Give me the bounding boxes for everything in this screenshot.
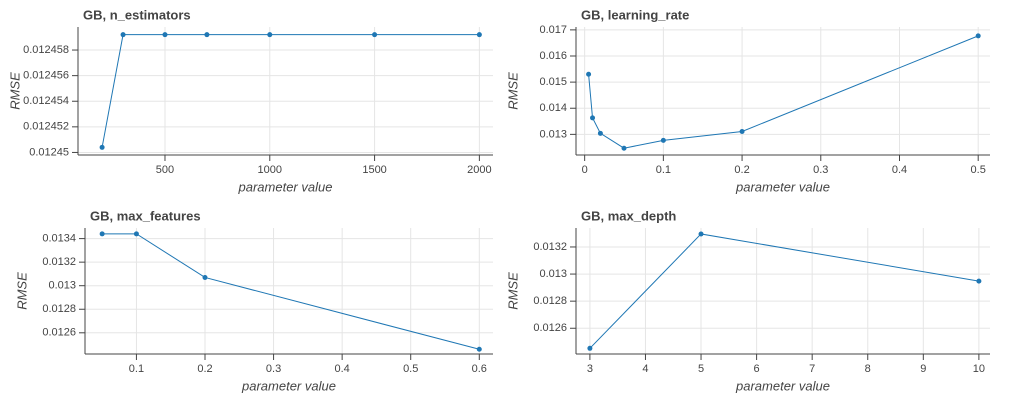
y-tick-label: 0.0134 bbox=[42, 233, 76, 245]
y-tick-label: 0.012454 bbox=[23, 95, 69, 107]
data-point bbox=[267, 32, 273, 38]
data-point bbox=[975, 33, 981, 39]
y-tick-label: 0.0132 bbox=[533, 241, 567, 253]
y-tick-label: 0.015 bbox=[539, 76, 567, 88]
y-tick-label: 0.013 bbox=[48, 280, 76, 292]
x-axis-label: parameter value bbox=[241, 378, 336, 393]
data-line bbox=[102, 233, 480, 350]
data-point bbox=[99, 231, 105, 237]
x-tick-label: 0.1 bbox=[129, 363, 144, 375]
data-line bbox=[588, 35, 979, 149]
y-axis-label: RMSE bbox=[505, 272, 520, 310]
x-tick-label: 5 bbox=[698, 363, 704, 375]
data-point bbox=[660, 137, 666, 143]
data-point bbox=[120, 32, 126, 38]
y-tick-label: 0.0132 bbox=[42, 256, 76, 268]
panel-title: GB, learning_rate bbox=[581, 7, 689, 22]
y-tick-label: 0.013 bbox=[539, 268, 567, 280]
data-line bbox=[589, 233, 979, 349]
y-axis-label: RMSE bbox=[14, 272, 29, 310]
y-tick-label: 0.0128 bbox=[533, 295, 567, 307]
x-axis-label: parameter value bbox=[735, 179, 830, 194]
x-tick-label: 0.3 bbox=[266, 363, 281, 375]
data-point bbox=[204, 32, 210, 38]
x-tick-label: 0.3 bbox=[813, 164, 828, 176]
x-tick-label: 500 bbox=[156, 164, 174, 176]
data-point bbox=[162, 32, 168, 38]
x-axis-label: parameter value bbox=[735, 378, 830, 393]
y-tick-label: 0.0126 bbox=[533, 322, 567, 334]
data-point bbox=[976, 278, 982, 284]
y-tick-label: 0.0126 bbox=[42, 327, 76, 339]
x-tick-label: 0.1 bbox=[656, 164, 671, 176]
data-point bbox=[476, 32, 482, 38]
x-tick-label: 9 bbox=[920, 363, 926, 375]
y-tick-label: 0.01245 bbox=[29, 146, 69, 158]
x-tick-label: 2000 bbox=[467, 164, 491, 176]
x-tick-label: 4 bbox=[642, 363, 648, 375]
panel-title: GB, max_features bbox=[90, 208, 201, 223]
x-tick-label: 0.4 bbox=[892, 164, 907, 176]
x-tick-label: 0.2 bbox=[197, 363, 212, 375]
data-point bbox=[372, 32, 378, 38]
y-tick-label: 0.012456 bbox=[23, 70, 69, 82]
x-tick-label: 0.5 bbox=[403, 363, 418, 375]
x-axis-label: parameter value bbox=[238, 179, 333, 194]
data-point bbox=[590, 115, 596, 121]
data-point bbox=[202, 274, 208, 280]
y-axis-label: RMSE bbox=[505, 72, 520, 110]
y-tick-label: 0.012458 bbox=[23, 44, 69, 56]
x-tick-label: 0.2 bbox=[734, 164, 749, 176]
y-tick-label: 0.016 bbox=[539, 50, 567, 62]
data-point bbox=[133, 231, 139, 237]
x-tick-label: 0.6 bbox=[472, 363, 487, 375]
panel-title: GB, n_estimators bbox=[83, 7, 191, 22]
y-tick-label: 0.012452 bbox=[23, 121, 69, 133]
data-point bbox=[586, 71, 592, 77]
x-tick-label: 1500 bbox=[362, 164, 386, 176]
data-point bbox=[587, 345, 593, 351]
x-tick-label: 10 bbox=[973, 363, 985, 375]
y-tick-label: 0.014 bbox=[539, 102, 567, 114]
data-point bbox=[476, 346, 482, 352]
data-line bbox=[101, 34, 480, 148]
x-tick-label: 1000 bbox=[258, 164, 282, 176]
x-tick-label: 6 bbox=[754, 363, 760, 375]
x-tick-label: 0.4 bbox=[334, 363, 349, 375]
data-point bbox=[597, 130, 603, 136]
y-tick-label: 0.017 bbox=[539, 24, 567, 36]
x-tick-label: 0.5 bbox=[971, 164, 986, 176]
y-tick-label: 0.0128 bbox=[42, 303, 76, 315]
x-tick-label: 7 bbox=[809, 363, 815, 375]
data-point bbox=[621, 145, 627, 151]
panel-title: GB, max_depth bbox=[581, 208, 676, 223]
data-point bbox=[99, 144, 105, 150]
x-tick-label: 3 bbox=[587, 363, 593, 375]
data-point bbox=[739, 128, 745, 134]
x-tick-label: 8 bbox=[865, 363, 871, 375]
x-tick-label: 0 bbox=[582, 164, 588, 176]
y-tick-label: 0.013 bbox=[539, 128, 567, 140]
data-point bbox=[698, 231, 704, 237]
y-axis-label: RMSE bbox=[7, 72, 22, 110]
